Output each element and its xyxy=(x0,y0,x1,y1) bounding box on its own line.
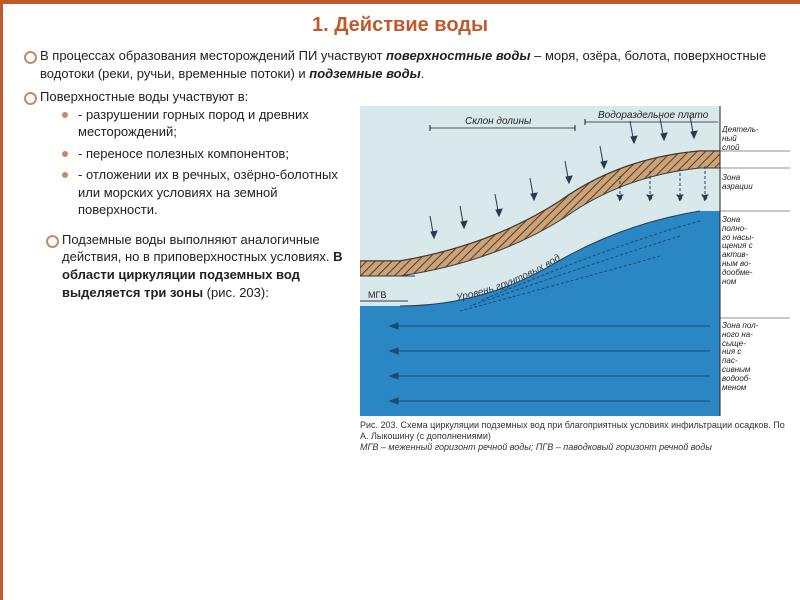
sat-passive-label: Зона пол- ного на- сыще- ния с пас- сивн… xyxy=(722,322,788,392)
sub-bullet-1: - разрушении горных пород и древних мест… xyxy=(40,106,350,141)
plateau-label: Водораздельное плато xyxy=(598,110,709,121)
content-area: В процессах образования месторождений ПИ… xyxy=(0,47,800,453)
diagram-caption: Рис. 203. Схема циркуляции подземных вод… xyxy=(360,420,790,454)
text: Поверхностные воды участвуют в: xyxy=(40,89,248,104)
text: (рис. 203): xyxy=(203,285,269,300)
text-bold: поверхностные воды xyxy=(386,48,530,63)
mgv-label: МГВ xyxy=(368,290,386,300)
text: В процессах образования месторождений ПИ… xyxy=(40,48,386,63)
accent-left xyxy=(0,0,3,600)
caption-main: Рис. 203. Схема циркуляции подземных вод… xyxy=(360,420,786,443)
sat-active-label: Зона полно- го насы- щения с актив- ным … xyxy=(722,216,788,286)
caption-sub: МГВ – меженный горизонт речной воды; ПГВ… xyxy=(360,442,786,453)
groundwater-diagram: Уровень грунтовых вод xyxy=(360,106,790,416)
accent-top xyxy=(0,0,800,4)
main-list: В процессах образования месторождений ПИ… xyxy=(18,47,784,453)
sub-bullet-2: - переносе полезных компонентов; xyxy=(40,145,350,163)
slope-label: Склон долины xyxy=(465,116,532,127)
bullet-intro: В процессах образования месторождений ПИ… xyxy=(18,47,784,82)
aeration-label: Зона аэрации xyxy=(722,174,788,192)
active-layer-label: Деятель- ный слой xyxy=(722,126,788,152)
sub-list: - разрушении горных пород и древних мест… xyxy=(40,106,350,219)
text: Подземные воды выполняют аналогичные дей… xyxy=(62,232,333,265)
diagram-figure: Уровень грунтовых вод xyxy=(360,106,790,454)
text-bold: подземные воды xyxy=(309,66,420,81)
text: . xyxy=(421,66,425,81)
bullet-groundwater: Подземные воды выполняют аналогичные дей… xyxy=(40,231,350,301)
page-title: 1. Действие воды xyxy=(0,0,800,47)
bullet-surface-waters: Поверхностные воды участвуют в: - разруш… xyxy=(18,88,784,453)
sub-bullet-3: - отложении их в речных, озёрно-болотных… xyxy=(40,166,350,219)
